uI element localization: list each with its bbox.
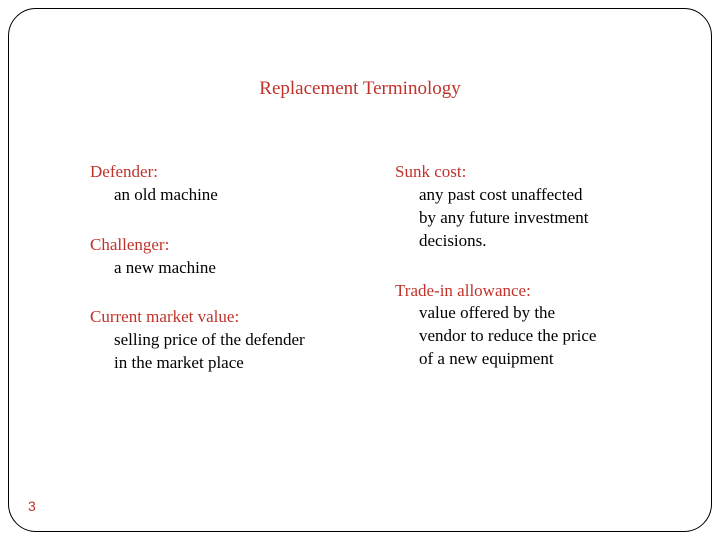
term-sunk-cost: Sunk cost: any past cost unaffected by a… (395, 160, 660, 253)
term-definition-line: any past cost unaffected (395, 184, 660, 207)
left-column: Defender: an old machine Challenger: a n… (90, 160, 355, 401)
term-definition-line: decisions. (395, 230, 660, 253)
term-trade-in-allowance: Trade-in allowance: value offered by the… (395, 279, 660, 372)
term-definition-line: selling price of the defender (90, 329, 355, 352)
term-current-market-value: Current market value: selling price of t… (90, 305, 355, 375)
slide-title: Replacement Terminology (0, 78, 720, 100)
term-label: Defender: (90, 160, 355, 184)
term-challenger: Challenger: a new machine (90, 233, 355, 280)
term-definition-line: vendor to reduce the price (395, 325, 660, 348)
term-definition-line: of a new equipment (395, 348, 660, 371)
term-definition: an old machine (90, 184, 355, 207)
term-label: Current market value: (90, 305, 355, 329)
term-definition-line: by any future investment (395, 207, 660, 230)
term-label: Challenger: (90, 233, 355, 257)
right-column: Sunk cost: any past cost unaffected by a… (395, 160, 660, 401)
page-number: 3 (28, 498, 36, 514)
content-columns: Defender: an old machine Challenger: a n… (90, 160, 660, 401)
term-label: Trade-in allowance: (395, 279, 660, 303)
term-definition-line: in the market place (90, 352, 355, 375)
term-definition-line: value offered by the (395, 302, 660, 325)
term-definition: a new machine (90, 257, 355, 280)
term-label: Sunk cost: (395, 160, 660, 184)
term-defender: Defender: an old machine (90, 160, 355, 207)
